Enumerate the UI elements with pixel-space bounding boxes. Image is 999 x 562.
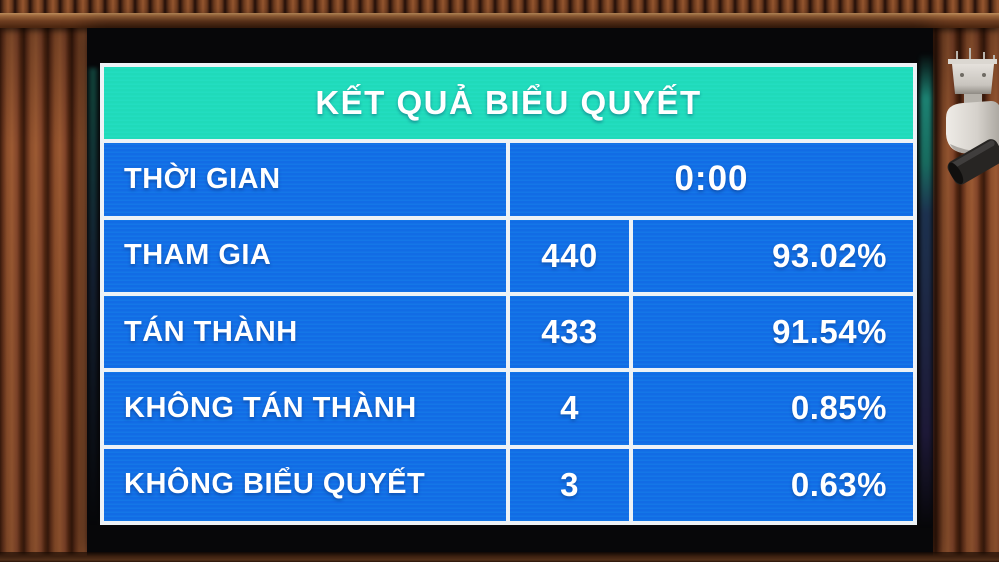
row-label-tham-gia: THAM GIA bbox=[104, 219, 506, 292]
row-label-thoi-gian: THỜI GIAN bbox=[104, 143, 506, 216]
cell-tan-thanh-count: 433 bbox=[510, 296, 629, 369]
bottom-sill bbox=[0, 552, 999, 562]
led-screen: KẾT QUẢ BIỂU QUYẾT THỜI GIAN 0:00 THAM G… bbox=[87, 28, 933, 556]
wood-rail bbox=[0, 13, 999, 28]
cell-khong-bieu-quyet-count: 3 bbox=[510, 448, 629, 521]
row-label-tan-thanh: TÁN THÀNH bbox=[104, 296, 506, 369]
security-camera-icon bbox=[946, 48, 999, 185]
screen-glow-right bbox=[920, 53, 932, 533]
row-label-khong-bieu-quyet: KHÔNG BIỂU QUYẾT bbox=[104, 448, 506, 521]
board-title: KẾT QUẢ BIỂU QUYẾT bbox=[104, 67, 913, 140]
wood-top-slats bbox=[0, 0, 999, 14]
voting-results-board: KẾT QUẢ BIỂU QUYẾT THỜI GIAN 0:00 THAM G… bbox=[100, 63, 917, 525]
row-label-khong-tan-thanh: KHÔNG TÁN THÀNH bbox=[104, 372, 506, 445]
cell-tan-thanh-percent: 91.54% bbox=[633, 296, 913, 369]
cell-tham-gia-count: 440 bbox=[510, 219, 629, 292]
cell-khong-tan-thanh-count: 4 bbox=[510, 372, 629, 445]
cell-time-value: 0:00 bbox=[510, 143, 913, 216]
cell-khong-tan-thanh-percent: 0.85% bbox=[633, 372, 913, 445]
cell-khong-bieu-quyet-percent: 0.63% bbox=[633, 448, 913, 521]
screen-glow-left bbox=[89, 68, 97, 538]
cell-tham-gia-percent: 93.02% bbox=[633, 219, 913, 292]
